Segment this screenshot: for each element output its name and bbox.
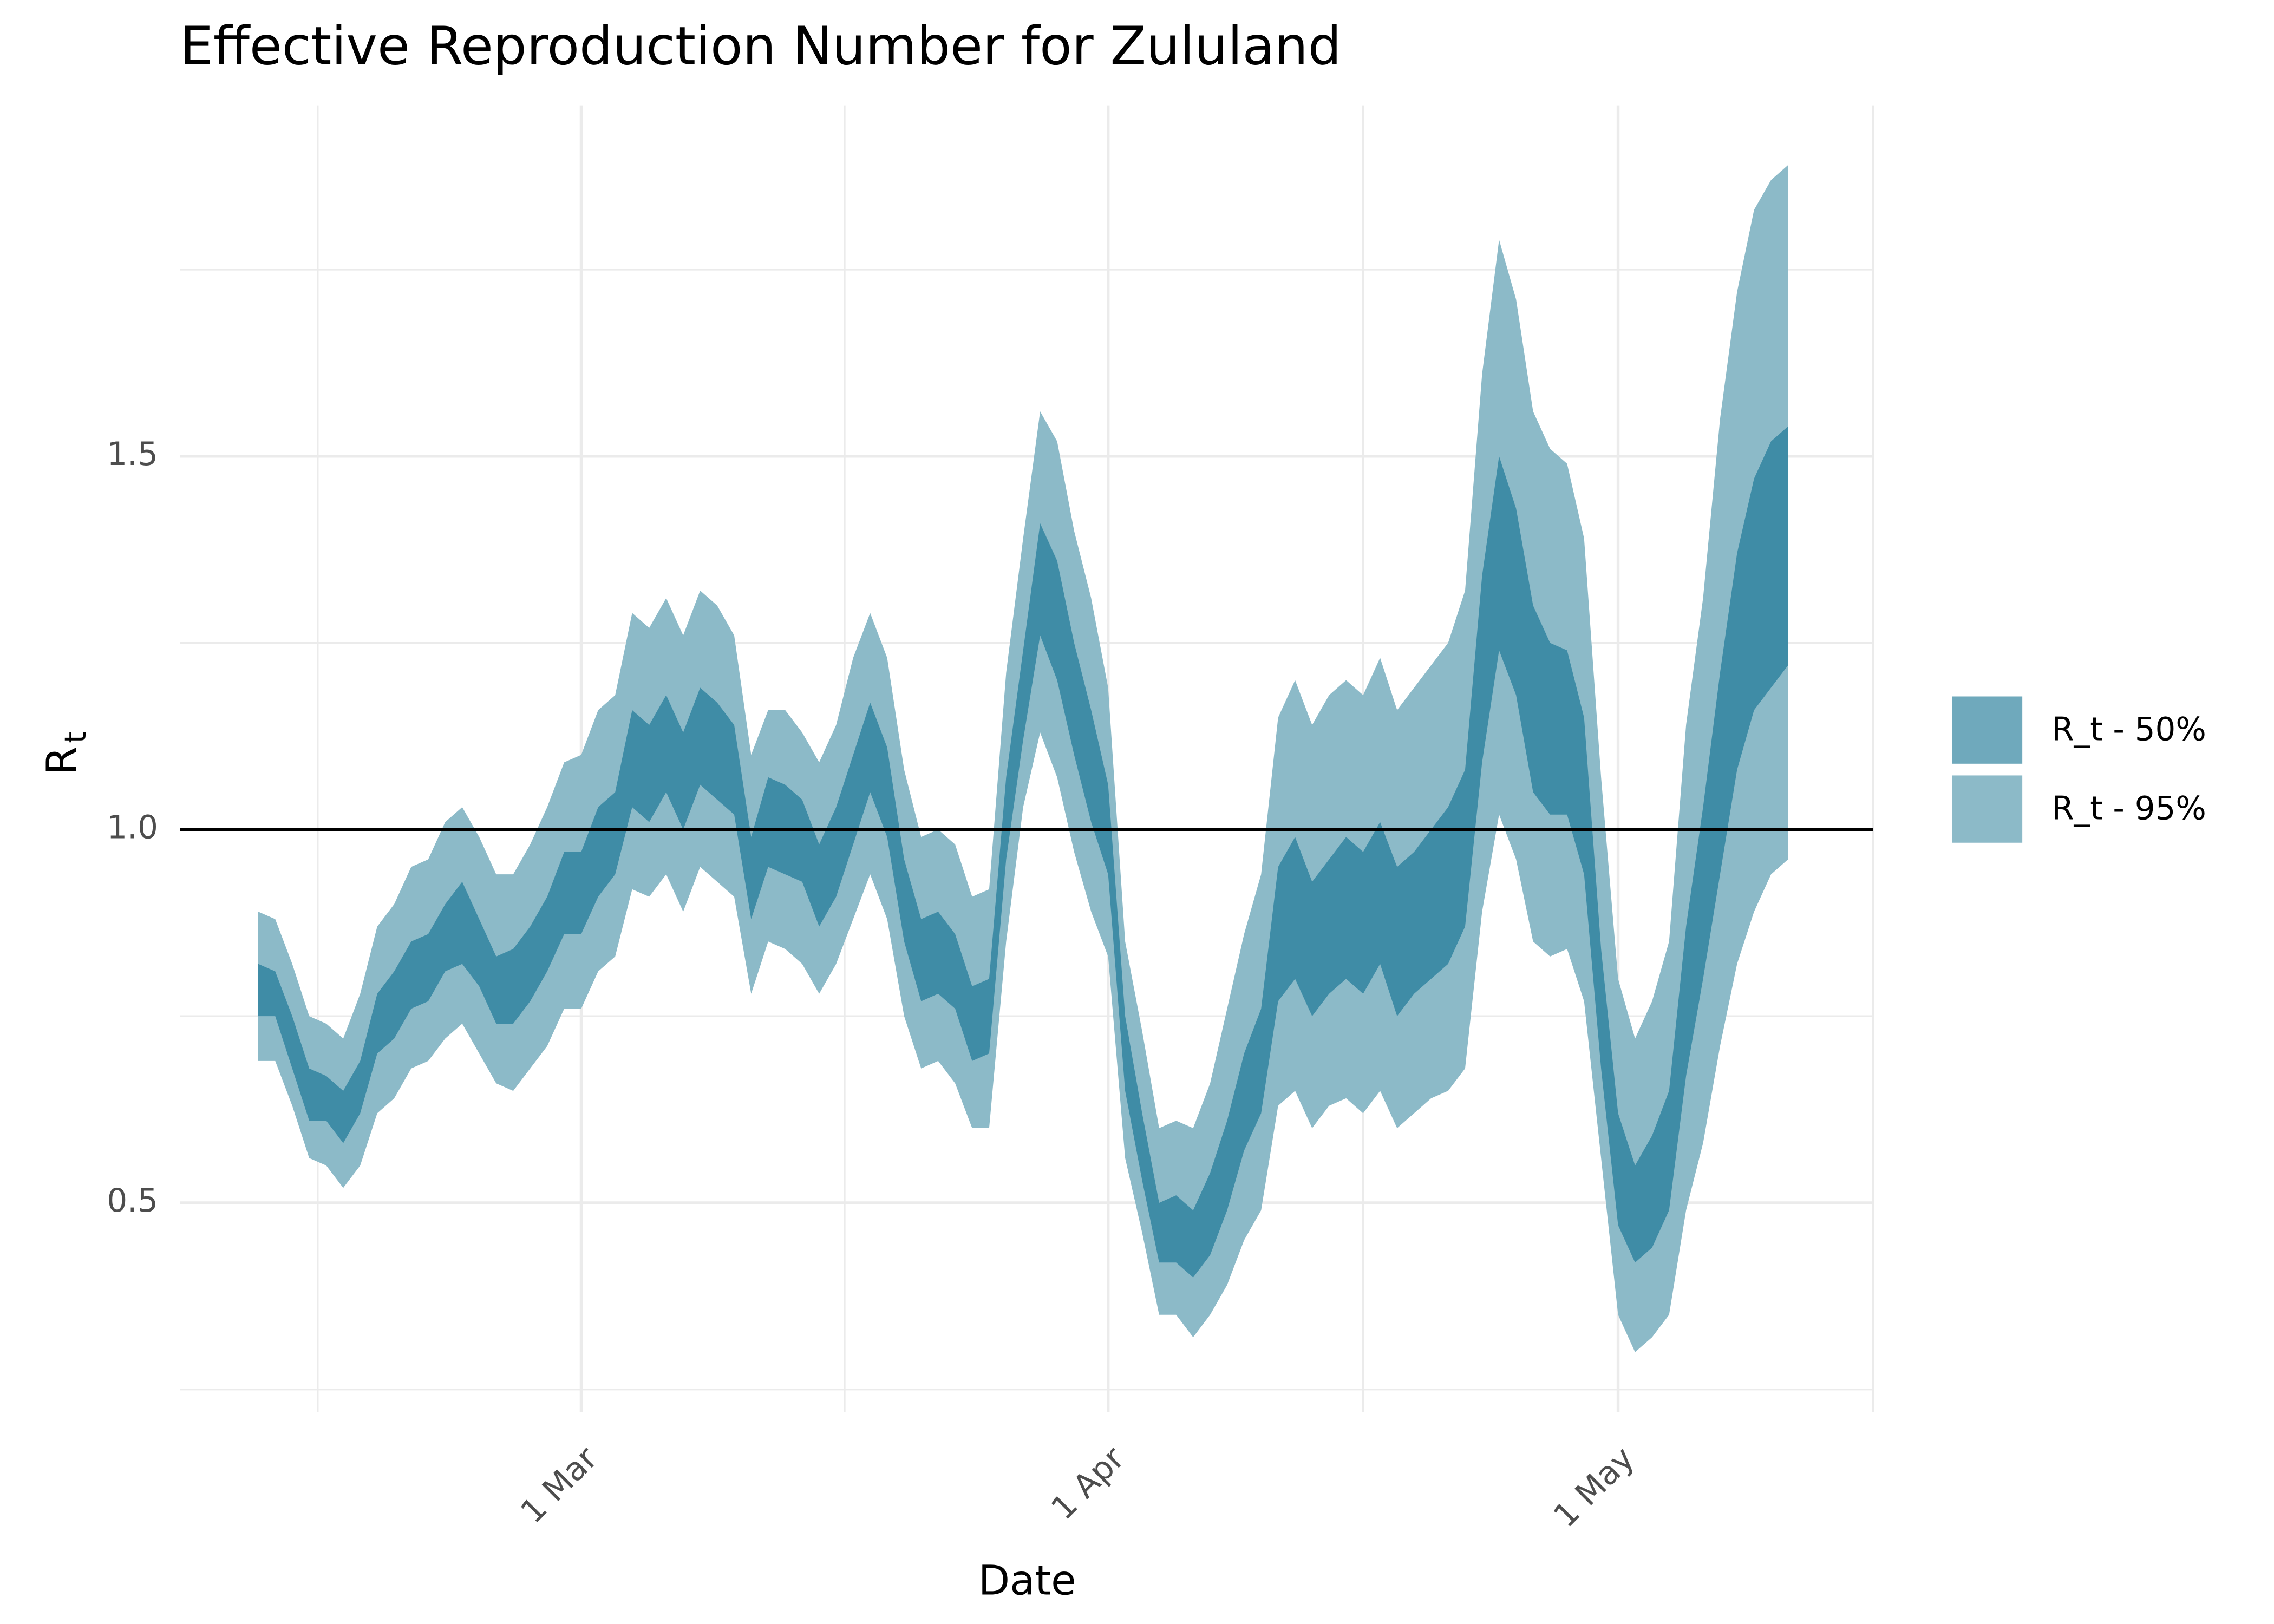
band-area — [258, 165, 1788, 1352]
y-tick-label: 1.5 — [107, 436, 158, 473]
y-axis-title-main: R — [38, 746, 86, 775]
band-layer — [258, 165, 1788, 1352]
legend-key — [1952, 775, 2023, 843]
band-area — [258, 426, 1788, 1278]
y-axis-title-subscript: t — [58, 732, 93, 743]
y-axis-title: R t — [38, 732, 93, 775]
chart-title: Effective Reproduction Number for Zulula… — [180, 16, 1341, 77]
legend-label: R_t - 95% — [2051, 790, 2206, 827]
y-tick-label: 0.5 — [107, 1182, 158, 1220]
legend-label: R_t - 50% — [2051, 711, 2206, 748]
x-axis-title: Date — [978, 1556, 1076, 1604]
y-tick-label: 1.0 — [107, 809, 158, 846]
legend-key — [1952, 696, 2023, 764]
